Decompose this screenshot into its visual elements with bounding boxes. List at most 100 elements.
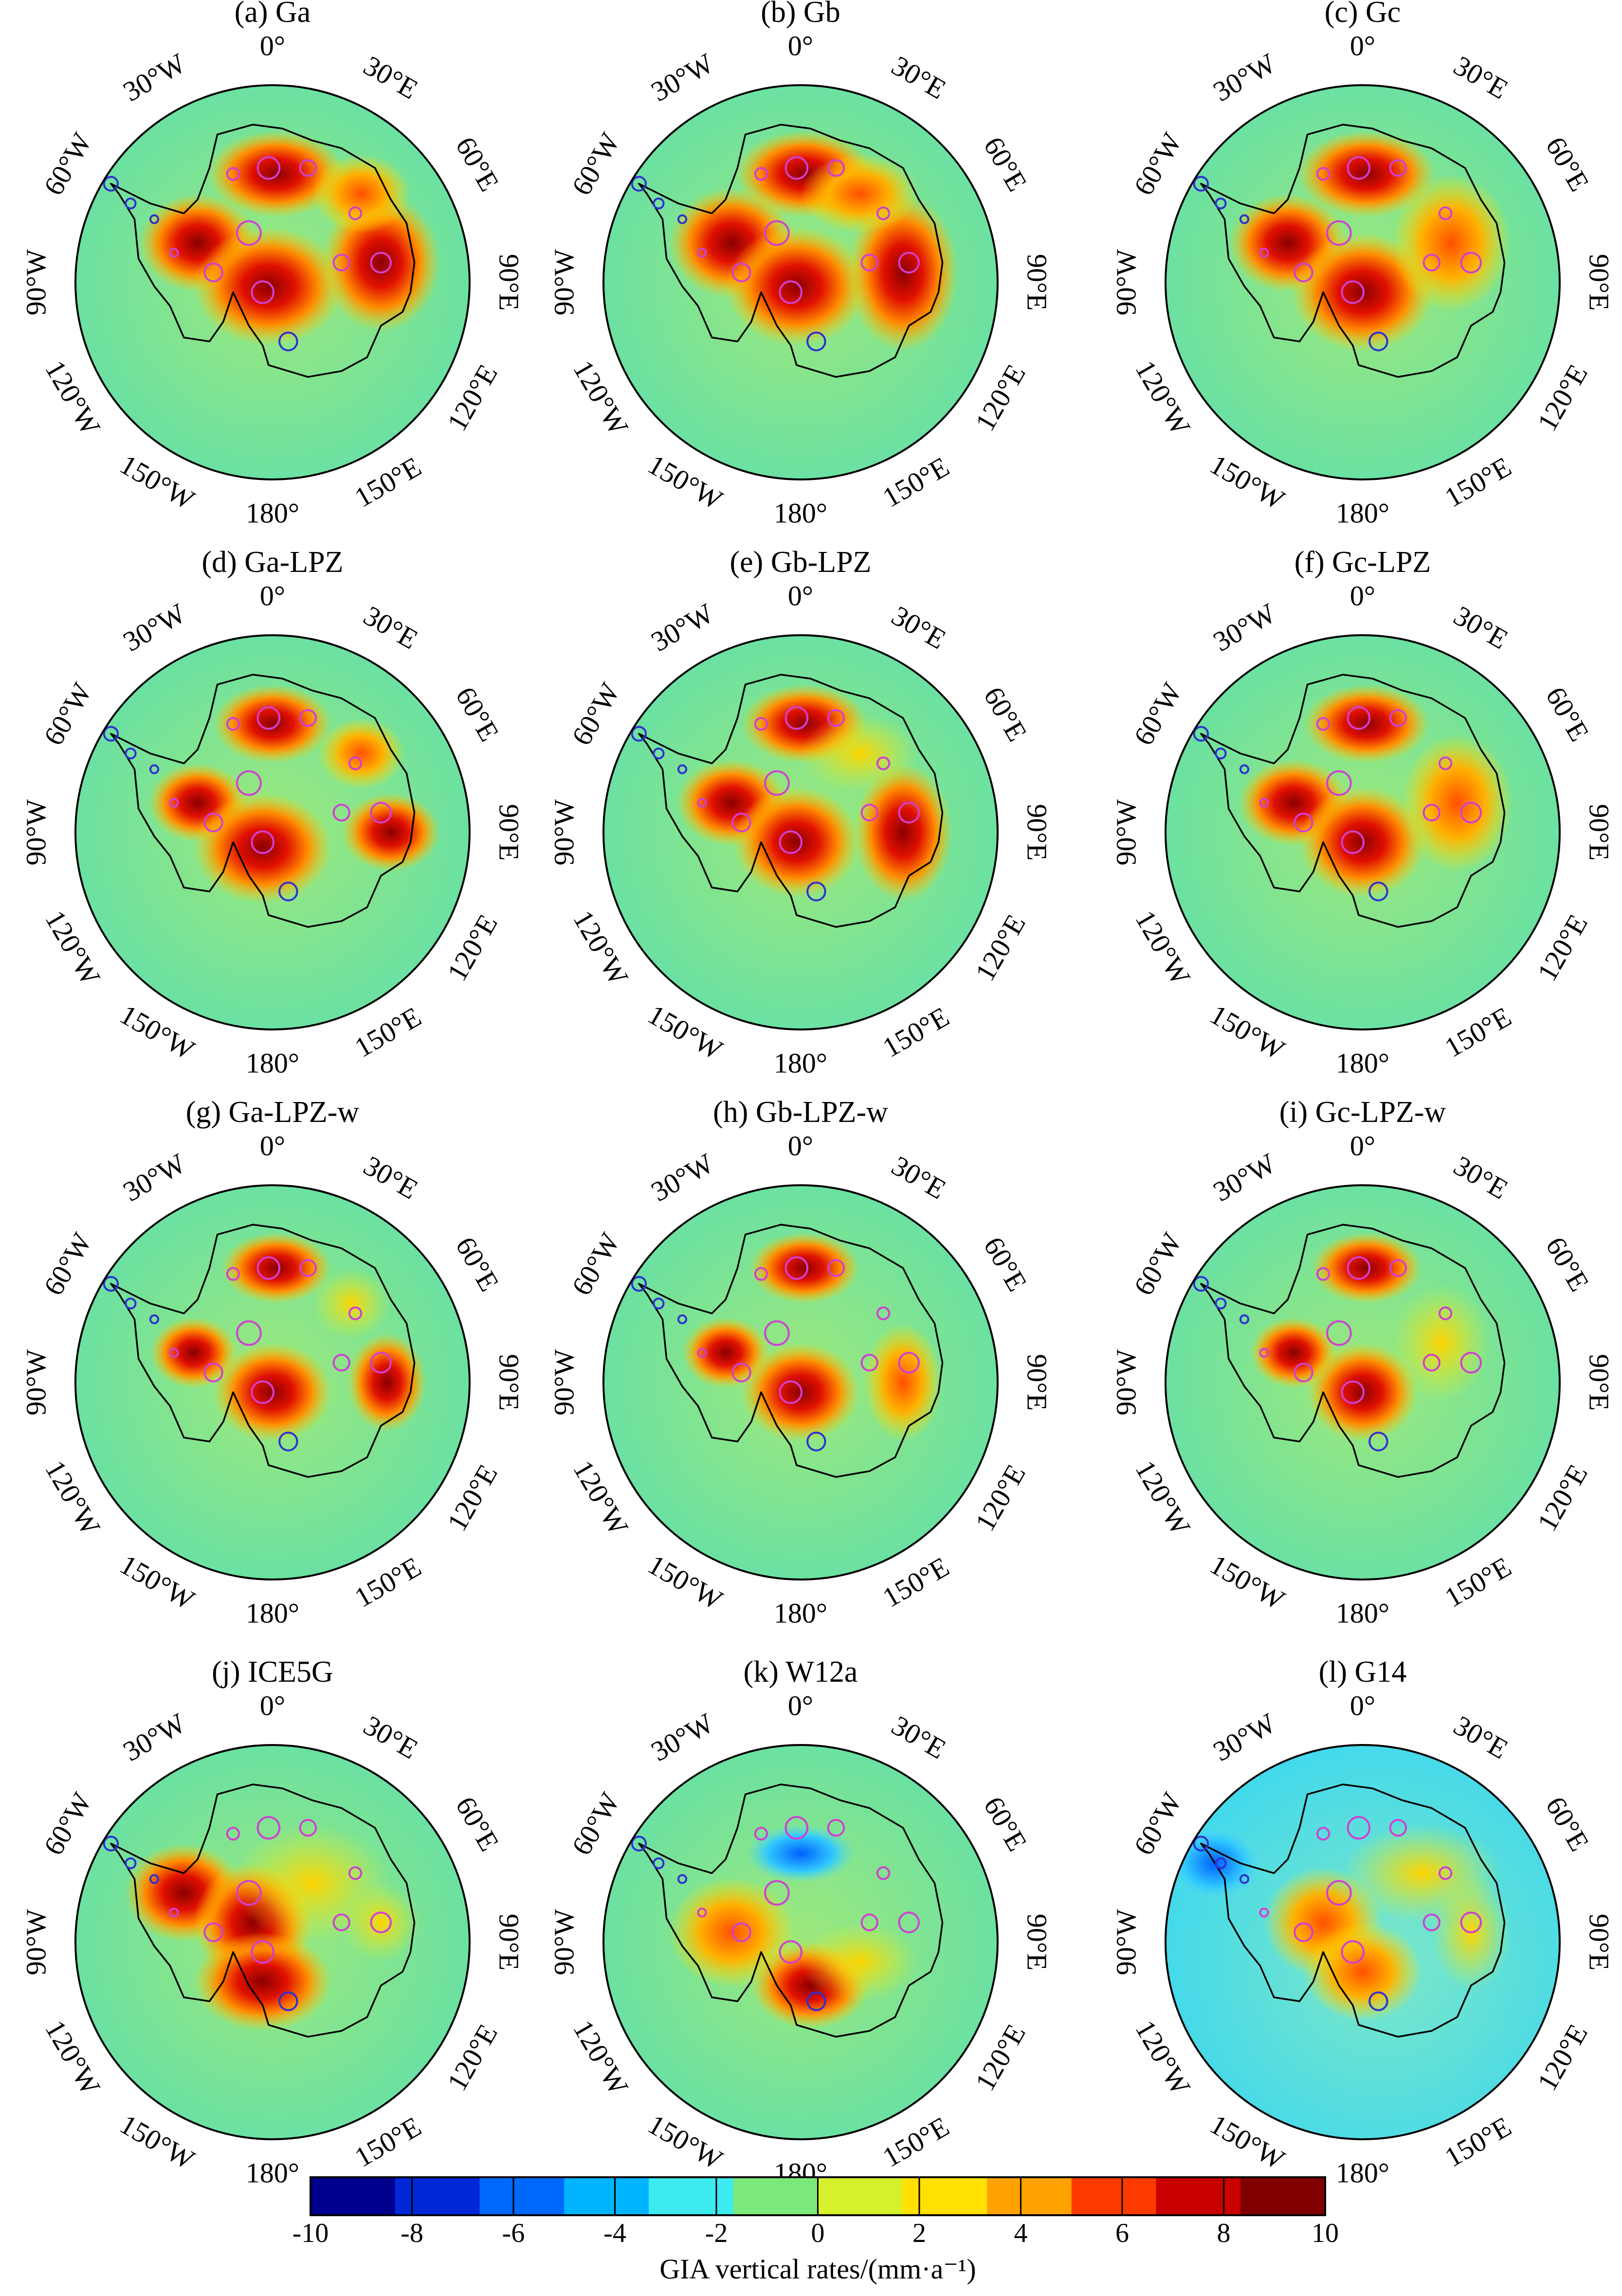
longitude-label: 90°W <box>548 799 580 865</box>
gps-station-marker <box>256 1256 281 1280</box>
heat-region <box>213 1343 332 1442</box>
longitude-label: 0° <box>260 580 285 611</box>
panel-title: (b) Gb <box>761 0 840 29</box>
gps-station-marker <box>103 726 119 742</box>
gps-station-marker <box>251 830 275 854</box>
map-background <box>603 1745 998 2139</box>
gps-station-marker <box>876 1866 891 1880</box>
gps-station-marker <box>256 706 281 730</box>
map-panel-a: (a) Ga0°30°E60°E90°E120°E150°E180°150°W1… <box>20 0 525 529</box>
gps-station-marker <box>299 159 317 177</box>
gps-station-marker <box>1341 830 1365 854</box>
gps-station-marker <box>169 1908 179 1918</box>
gps-station-marker <box>278 882 298 901</box>
longitude-label: 150°E <box>1440 2111 1517 2173</box>
heat-region <box>733 787 860 898</box>
longitude-label: 60°W <box>37 678 98 751</box>
gps-station-marker <box>1368 1991 1388 2011</box>
heat-region <box>194 1932 332 2031</box>
gps-station-marker <box>256 1816 281 1840</box>
gps-station-marker <box>806 1991 826 2011</box>
gps-station-marker <box>898 1911 920 1933</box>
heat-region <box>1392 1284 1491 1402</box>
longitude-label: 30°E <box>886 50 951 106</box>
panel-title: (a) Ga <box>235 0 311 29</box>
gps-station-marker <box>203 1922 223 1942</box>
longitude-label: 150°E <box>1440 451 1517 514</box>
longitude-label: 180° <box>1336 497 1389 529</box>
gps-station-marker <box>806 331 826 351</box>
longitude-label: 180° <box>246 2157 299 2188</box>
gps-station-marker <box>1347 706 1371 730</box>
gps-station-marker <box>226 1827 240 1841</box>
colorbar-segment <box>902 2177 987 2215</box>
gps-station-marker <box>256 156 281 180</box>
longitude-label: 30°W <box>118 1707 191 1767</box>
gps-station-marker <box>677 214 688 224</box>
gps-station-marker <box>1259 1908 1269 1918</box>
gps-station-marker <box>236 220 262 246</box>
heat-region <box>312 154 411 233</box>
longitude-label: 60°W <box>1128 1787 1188 1860</box>
panel-title: (f) Gc-LPZ <box>1294 546 1431 579</box>
gps-station-marker <box>1193 1836 1209 1852</box>
gps-station-marker <box>226 1267 240 1281</box>
heat-region <box>1297 130 1436 218</box>
gps-station-marker <box>299 1818 317 1837</box>
longitude-label: 180° <box>1336 2157 1389 2188</box>
gps-station-marker <box>779 280 803 304</box>
gps-station-marker <box>1347 1256 1371 1280</box>
gps-station-marker <box>226 167 240 181</box>
map-border <box>1165 634 1561 1030</box>
gps-station-marker <box>348 206 363 220</box>
gps-station-marker <box>1239 1874 1250 1884</box>
gps-station-marker <box>731 1362 751 1382</box>
map-border <box>74 1744 471 2140</box>
gps-station-marker <box>784 1816 809 1840</box>
longitude-label: 60°W <box>37 1228 98 1301</box>
gps-station-marker <box>1316 1827 1330 1841</box>
gps-station-marker <box>125 1857 137 1870</box>
map-border <box>74 1184 471 1580</box>
longitude-label: 30°W <box>118 597 191 658</box>
gps-station-marker <box>332 1913 350 1931</box>
longitude-label: 120°E <box>969 359 1032 437</box>
longitude-label: 90°E <box>493 1914 525 1971</box>
longitude-label: 60°E <box>1540 681 1596 747</box>
longitude-label: 90°W <box>1110 249 1142 315</box>
longitude-label: 0° <box>788 1130 813 1161</box>
gps-station-marker <box>332 254 350 272</box>
gps-station-marker <box>1460 252 1482 274</box>
gps-station-marker <box>278 1432 298 1451</box>
longitude-label: 30°W <box>646 1707 719 1767</box>
longitude-label: 30°E <box>886 1150 951 1206</box>
longitude-label: 60°E <box>1540 1231 1596 1297</box>
gps-station-marker <box>251 1380 275 1404</box>
gps-station-marker <box>827 1818 845 1837</box>
colorbar: -10 -8 -6 -4 -2 0 2 4 6 8 10 GIA vertical rates/(mm… <box>292 2176 1339 2285</box>
colorbar-tick-label: 4 <box>1014 2218 1028 2248</box>
gps-station-marker <box>631 1276 647 1292</box>
gps-station-marker <box>1368 882 1388 901</box>
gps-station-marker <box>1341 1380 1365 1404</box>
gps-station-marker <box>764 1320 790 1346</box>
panel-title: (g) Ga-LPZ-w <box>186 1096 360 1129</box>
heat-region <box>194 227 344 346</box>
longitude-label: 120°E <box>441 359 504 437</box>
gps-station-marker <box>827 709 845 727</box>
longitude-label: 150°E <box>877 1001 955 1064</box>
gps-station-marker <box>1438 1306 1453 1321</box>
heat-region <box>1303 1922 1422 2021</box>
longitude-label: 120°E <box>1531 2019 1594 2096</box>
longitude-label: 60°E <box>1540 131 1596 197</box>
colorbar-segment <box>649 2177 734 2215</box>
longitude-label: 120°E <box>441 1459 504 1537</box>
longitude-label: 90°W <box>20 799 52 865</box>
gps-station-marker <box>103 1836 119 1852</box>
longitude-label: 30°E <box>1448 600 1513 656</box>
gps-station-marker <box>876 756 891 771</box>
colorbar-segment <box>818 2177 903 2215</box>
map-panel-f: (f) Gc-LPZ0°30°E60°E90°E120°E150°E180°15… <box>1110 546 1615 1079</box>
map-panel-c: (c) Gc0°30°E60°E90°E120°E150°E180°150°W1… <box>1110 0 1615 529</box>
